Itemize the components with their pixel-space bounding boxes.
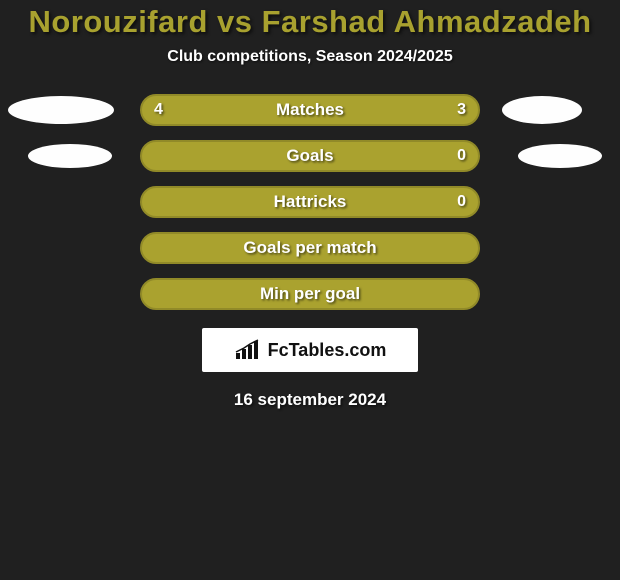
brand-text: FcTables.com (268, 340, 387, 361)
stat-row-goals: Goals 0 (0, 140, 620, 172)
left-ellipse (8, 96, 114, 124)
stat-bar: Goals per match (140, 232, 480, 264)
stat-row-min-per-goal: Min per goal (0, 278, 620, 310)
stat-row-hattricks: Hattricks 0 (0, 186, 620, 218)
left-value: 4 (154, 101, 163, 119)
stat-label: Goals per match (243, 238, 376, 258)
stat-bar: Hattricks 0 (140, 186, 480, 218)
right-ellipse (502, 96, 582, 124)
stat-bar: Goals 0 (140, 140, 480, 172)
right-value: 0 (457, 193, 466, 211)
stat-label: Goals (286, 146, 333, 166)
left-ellipse (28, 144, 112, 168)
stat-bar: Min per goal (140, 278, 480, 310)
right-value: 0 (457, 147, 466, 165)
stat-label: Min per goal (260, 284, 360, 304)
stat-bar: 4 Matches 3 (140, 94, 480, 126)
stat-rows: 4 Matches 3 Goals 0 Hattricks 0 (0, 94, 620, 310)
stat-label: Hattricks (274, 192, 347, 212)
brand-box: FcTables.com (202, 328, 418, 372)
brand-chart-icon (234, 339, 262, 361)
right-value: 3 (457, 101, 466, 119)
right-ellipse (518, 144, 602, 168)
date-label: 16 september 2024 (0, 390, 620, 410)
stat-row-goals-per-match: Goals per match (0, 232, 620, 264)
comparison-infographic: Norouzifard vs Farshad Ahmadzadeh Club c… (0, 0, 620, 580)
subtitle: Club competitions, Season 2024/2025 (0, 48, 620, 66)
stat-row-matches: 4 Matches 3 (0, 94, 620, 126)
stat-label: Matches (276, 100, 344, 120)
page-title: Norouzifard vs Farshad Ahmadzadeh (0, 4, 620, 40)
